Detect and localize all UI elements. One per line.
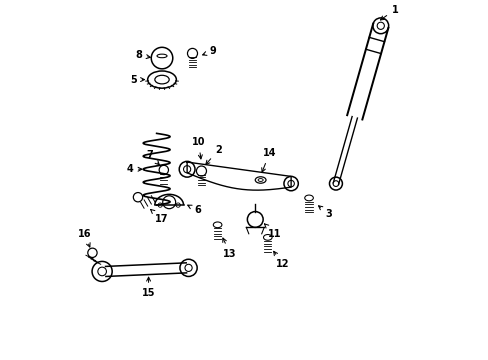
Text: 7: 7 xyxy=(146,150,159,165)
Text: 1: 1 xyxy=(380,5,398,20)
Text: 11: 11 xyxy=(264,224,281,239)
Text: 17: 17 xyxy=(150,210,168,224)
Text: 6: 6 xyxy=(187,205,201,216)
Text: 3: 3 xyxy=(318,206,331,219)
Text: 12: 12 xyxy=(273,251,289,269)
Text: 13: 13 xyxy=(223,238,236,258)
Text: 4: 4 xyxy=(126,164,142,174)
Text: 2: 2 xyxy=(205,144,222,165)
Text: 10: 10 xyxy=(191,138,205,159)
Text: 8: 8 xyxy=(135,50,150,60)
Text: 5: 5 xyxy=(130,75,144,85)
Text: 15: 15 xyxy=(142,277,155,298)
Text: 9: 9 xyxy=(202,46,216,56)
Text: 16: 16 xyxy=(77,229,91,247)
Text: 14: 14 xyxy=(261,148,276,172)
